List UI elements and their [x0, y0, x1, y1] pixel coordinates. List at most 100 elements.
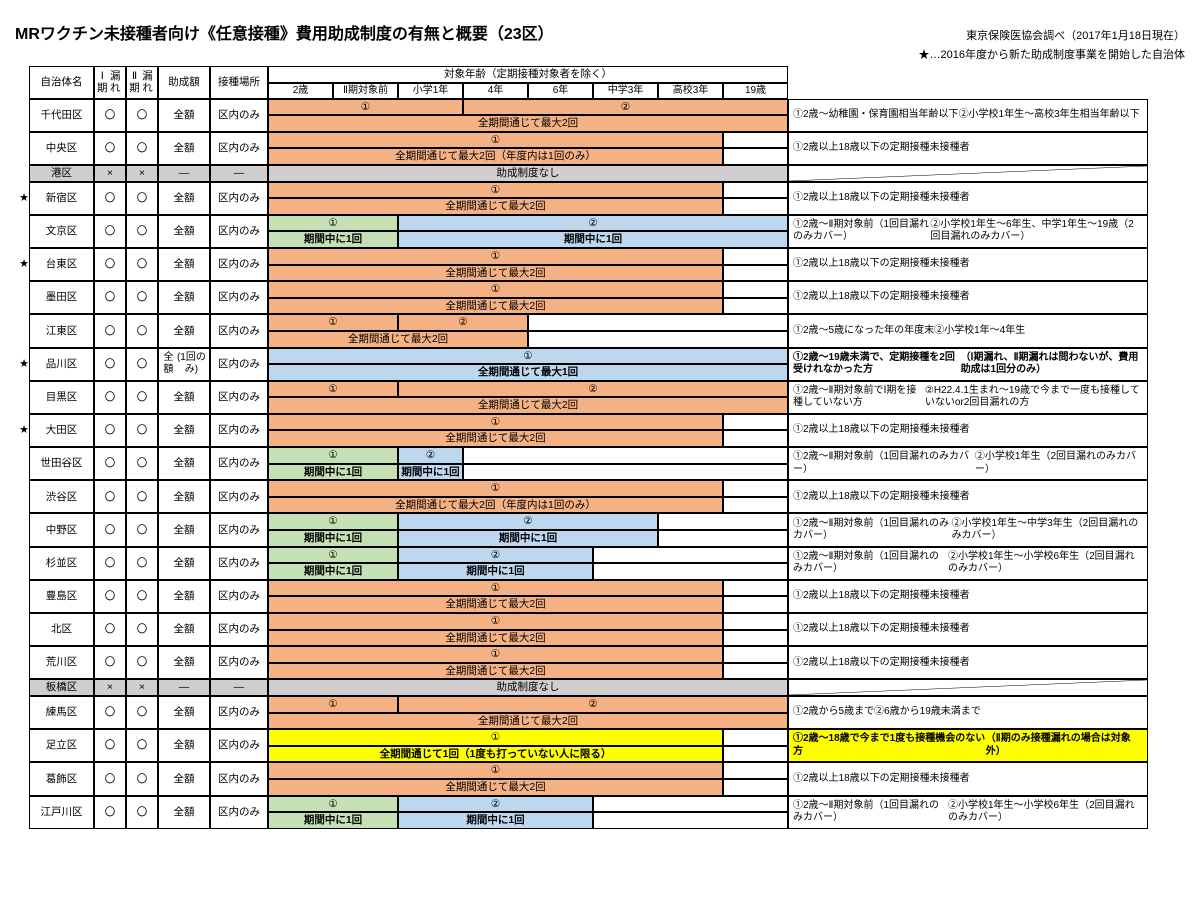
- header-p2: Ⅱ期漏れ: [126, 66, 158, 99]
- amount-16: 全額: [158, 613, 210, 646]
- p2-11: 〇: [126, 447, 158, 480]
- amount-4: 全額: [158, 215, 210, 248]
- star-4: [15, 215, 29, 248]
- bar-4-0: ①: [268, 215, 398, 232]
- ward-name-6: 墨田区: [29, 281, 94, 314]
- amount-9: 全額: [158, 381, 210, 414]
- header-ward: 自治体名: [29, 66, 94, 99]
- bar-19-1: ②: [398, 696, 788, 713]
- star-2: [15, 165, 29, 182]
- star-21: [15, 762, 29, 795]
- place-6: 区内のみ: [210, 281, 268, 314]
- star-11: [15, 447, 29, 480]
- bar-16-1: 全期間通じて最大2回: [268, 630, 723, 647]
- amount-12: 全額: [158, 480, 210, 513]
- notes-20: ①2歳～18歳で今まで1度も接種機会のない方（Ⅱ期のみ接種漏れの場合は対象外）: [788, 729, 1148, 762]
- bar-13-2: 期間中に1回: [268, 530, 398, 547]
- bar-3-1: 全期間通じて最大2回: [268, 198, 723, 215]
- p1-11: 〇: [94, 447, 126, 480]
- bar-17-1: 全期間通じて最大2回: [268, 663, 723, 680]
- star-8: ★: [15, 348, 29, 381]
- bar-13-3: 期間中に1回: [398, 530, 658, 547]
- place-3: 区内のみ: [210, 182, 268, 215]
- p1-20: 〇: [94, 729, 126, 762]
- bar-22-2: 期間中に1回: [268, 812, 398, 829]
- star-7: [15, 314, 29, 347]
- bar-11-0: ①: [268, 447, 398, 464]
- p2-14: 〇: [126, 547, 158, 580]
- p2-0: 〇: [126, 99, 158, 132]
- p1-22: 〇: [94, 796, 126, 829]
- source-label: 東京保険医協会調べ（2017年1月18日現在）: [966, 27, 1185, 43]
- place-8: 区内のみ: [210, 348, 268, 381]
- notes-15: ①2歳以上18歳以下の定期接種未接種者: [788, 580, 1148, 613]
- notes-9: ①2歳～Ⅱ期対象前でⅠ期を接種していない方②H22.4.1生まれ～19歳で今まで…: [788, 381, 1148, 414]
- place-17: 区内のみ: [210, 646, 268, 679]
- notes-6: ①2歳以上18歳以下の定期接種未接種者: [788, 281, 1148, 314]
- bar-4-1: ②: [398, 215, 788, 232]
- p2-7: 〇: [126, 314, 158, 347]
- amount-13: 全額: [158, 513, 210, 546]
- bar-22-0: ①: [268, 796, 398, 813]
- bar-16-0: ①: [268, 613, 723, 630]
- place-7: 区内のみ: [210, 314, 268, 347]
- star-19: [15, 696, 29, 729]
- ward-name-18: 板橋区: [29, 679, 94, 696]
- bar-9-1: ②: [398, 381, 788, 398]
- notes-1: ①2歳以上18歳以下の定期接種未接種者: [788, 132, 1148, 165]
- amount-2: ―: [158, 165, 210, 182]
- bar-11-3: 期間中に1回: [398, 464, 463, 481]
- amount-3: 全額: [158, 182, 210, 215]
- ward-name-12: 渋谷区: [29, 480, 94, 513]
- bar-12-1: 全期間通じて最大2回（年度内は1回のみ）: [268, 497, 723, 514]
- amount-8: 全額(1回のみ): [158, 348, 210, 381]
- place-12: 区内のみ: [210, 480, 268, 513]
- notes-12: ①2歳以上18歳以下の定期接種未接種者: [788, 480, 1148, 513]
- notes-5: ①2歳以上18歳以下の定期接種未接種者: [788, 248, 1148, 281]
- p2-2: ×: [126, 165, 158, 182]
- bar-10-1: 全期間通じて最大2回: [268, 430, 723, 447]
- place-2: ―: [210, 165, 268, 182]
- place-20: 区内のみ: [210, 729, 268, 762]
- place-18: ―: [210, 679, 268, 696]
- ward-name-5: 台東区: [29, 248, 94, 281]
- ward-name-11: 世田谷区: [29, 447, 94, 480]
- place-1: 区内のみ: [210, 132, 268, 165]
- amount-5: 全額: [158, 248, 210, 281]
- place-5: 区内のみ: [210, 248, 268, 281]
- bar-1-1: 全期間通じて最大2回（年度内は1回のみ）: [268, 148, 723, 165]
- ward-name-7: 江東区: [29, 314, 94, 347]
- p1-14: 〇: [94, 547, 126, 580]
- bar-3-0: ①: [268, 182, 723, 199]
- place-21: 区内のみ: [210, 762, 268, 795]
- p2-13: 〇: [126, 513, 158, 546]
- notes-22: ①2歳～Ⅱ期対象前（1回目漏れのみカバー）②小学校1年生～小学校6年生（2回目漏…: [788, 796, 1148, 829]
- legend-text: ★…2016年度から新た助成制度事業を開始した自治体: [919, 46, 1185, 62]
- bar-4-2: 期間中に1回: [268, 231, 398, 248]
- bar-9-2: 全期間通じて最大2回: [268, 397, 788, 414]
- p2-3: 〇: [126, 182, 158, 215]
- p1-18: ×: [94, 679, 126, 696]
- bar-14-0: ①: [268, 547, 398, 564]
- amount-21: 全額: [158, 762, 210, 795]
- star-22: [15, 796, 29, 829]
- amount-14: 全額: [158, 547, 210, 580]
- header-age-2: 小学1年: [398, 83, 463, 99]
- p1-13: 〇: [94, 513, 126, 546]
- bar-1-0: ①: [268, 132, 723, 149]
- bar-19-2: 全期間通じて最大2回: [268, 713, 788, 730]
- star-13: [15, 513, 29, 546]
- p2-21: 〇: [126, 762, 158, 795]
- star-9: [15, 381, 29, 414]
- header-p1: Ⅰ期漏れ: [94, 66, 126, 99]
- bar-5-1: 全期間通じて最大2回: [268, 265, 723, 282]
- p1-5: 〇: [94, 248, 126, 281]
- bar-11-1: ②: [398, 447, 463, 464]
- ward-name-20: 足立区: [29, 729, 94, 762]
- notes-2: [788, 165, 1148, 182]
- p1-19: 〇: [94, 696, 126, 729]
- ward-name-10: 大田区: [29, 414, 94, 447]
- p1-4: 〇: [94, 215, 126, 248]
- place-14: 区内のみ: [210, 547, 268, 580]
- bar-14-1: ②: [398, 547, 593, 564]
